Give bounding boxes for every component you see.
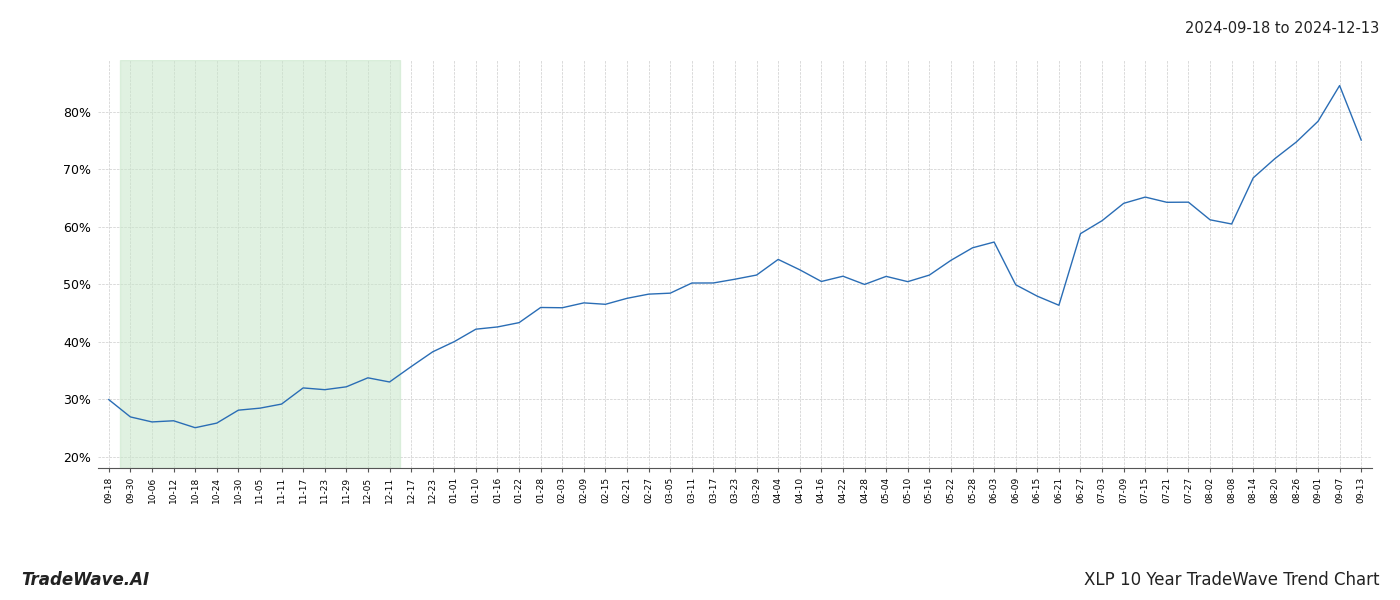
Text: TradeWave.AI: TradeWave.AI xyxy=(21,571,150,589)
Bar xyxy=(119,60,400,468)
Text: 2024-09-18 to 2024-12-13: 2024-09-18 to 2024-12-13 xyxy=(1184,21,1379,36)
Text: XLP 10 Year TradeWave Trend Chart: XLP 10 Year TradeWave Trend Chart xyxy=(1084,571,1379,589)
